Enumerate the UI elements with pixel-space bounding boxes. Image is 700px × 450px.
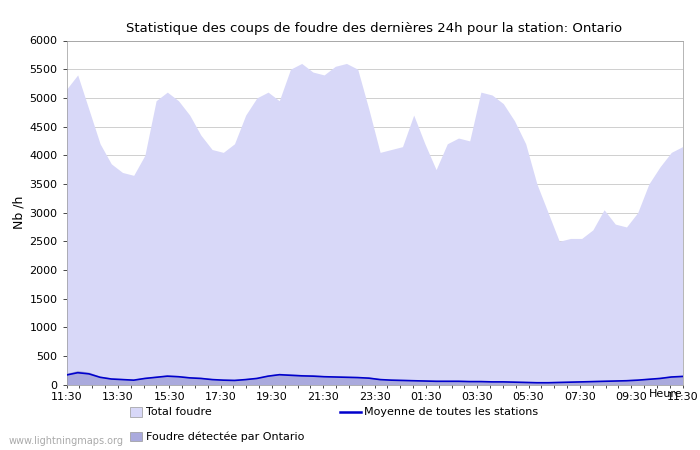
Title: Statistique des coups de foudre des dernières 24h pour la station: Ontario: Statistique des coups de foudre des dern… (127, 22, 622, 35)
Text: www.lightningmaps.org: www.lightningmaps.org (8, 436, 123, 446)
Text: Total foudre: Total foudre (146, 407, 211, 417)
Text: Heure: Heure (649, 389, 682, 399)
Y-axis label: Nb /h: Nb /h (12, 196, 25, 230)
Text: Foudre détectée par Ontario: Foudre détectée par Ontario (146, 431, 304, 442)
Text: Moyenne de toutes les stations: Moyenne de toutes les stations (364, 407, 538, 417)
Bar (130, 407, 142, 417)
Bar (130, 432, 142, 441)
